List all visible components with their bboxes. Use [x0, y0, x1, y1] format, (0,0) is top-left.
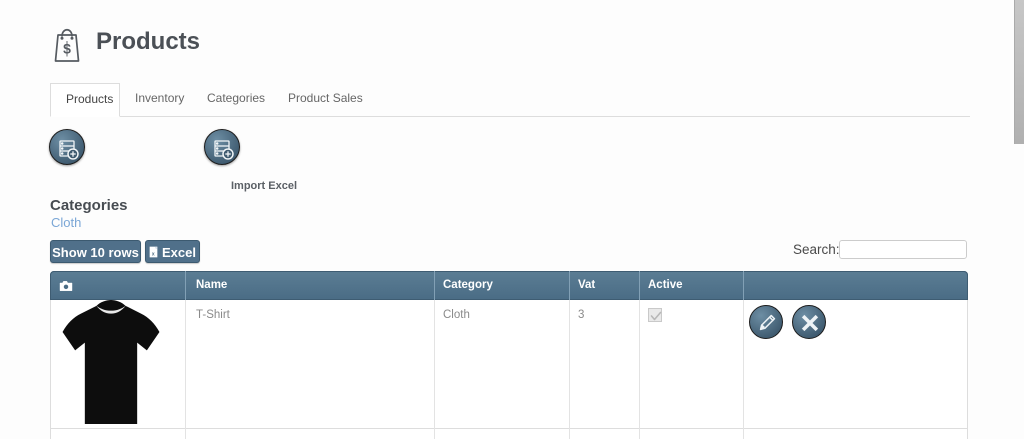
- svg-text:x: x: [152, 251, 155, 257]
